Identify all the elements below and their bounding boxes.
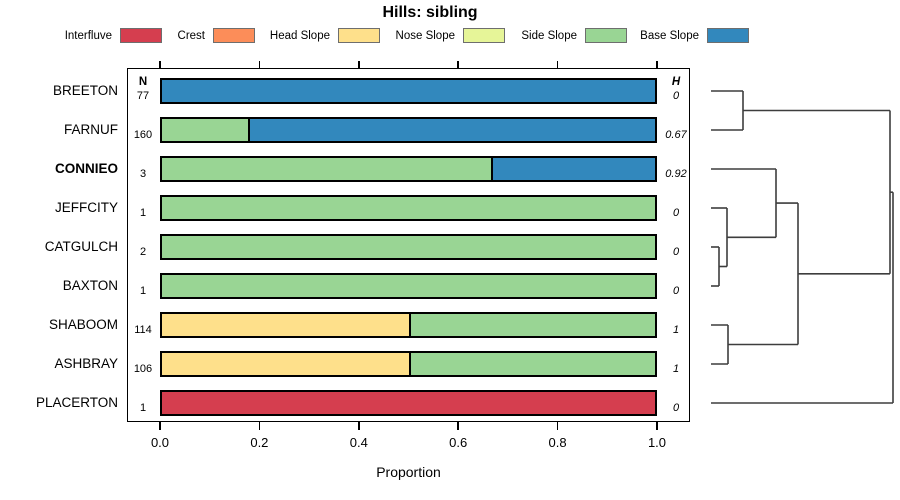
legend-swatch <box>120 28 162 43</box>
axis-tick <box>656 422 658 430</box>
axis-tick <box>457 422 459 430</box>
row-n-value: 160 <box>133 129 153 141</box>
bar-segment <box>408 353 655 375</box>
row-h-value: 0 <box>672 402 680 414</box>
row-h-value: 1 <box>672 324 680 336</box>
row-label: CATGULCH <box>44 239 118 254</box>
legend-swatch <box>585 28 627 43</box>
bar-segment <box>162 236 655 258</box>
legend-item: Base Slope <box>587 27 749 44</box>
h-column-header: H <box>671 76 681 88</box>
axis-tick <box>457 61 459 69</box>
bar-segment <box>162 392 655 414</box>
row-n-value: 3 <box>139 168 147 180</box>
row-h-value: 0.67 <box>665 129 687 141</box>
row-label: FARNUF <box>64 122 118 137</box>
legend-item: Side Slope <box>465 27 627 44</box>
row-h-value: 0.92 <box>665 168 687 180</box>
legend-label: Head Slope <box>269 29 330 42</box>
chart-title: Hills: sibling <box>382 4 478 21</box>
stacked-bar <box>160 312 657 338</box>
row-label: SHABOOM <box>48 317 118 332</box>
row-h-value: 1 <box>672 363 680 375</box>
legend-swatch <box>213 28 255 43</box>
axis-tick-label: 0.2 <box>250 435 269 450</box>
axis-tick <box>159 61 161 69</box>
bar-segment <box>408 314 655 336</box>
stacked-bar <box>160 117 657 143</box>
row-n-value: 2 <box>139 246 147 258</box>
stacked-bar <box>160 234 657 260</box>
legend-swatch <box>463 28 505 43</box>
row-n-value: 106 <box>133 363 153 375</box>
bar-segment <box>162 353 409 375</box>
row-n-value: 1 <box>139 285 147 297</box>
legend-label: Interfluve <box>64 29 112 42</box>
row-n-value: 1 <box>139 402 147 414</box>
legend-swatch <box>707 28 749 43</box>
axis-tick-label: 1.0 <box>647 435 667 450</box>
legend-label: Crest <box>177 29 205 42</box>
axis-tick <box>258 422 261 430</box>
row-label: BREETON <box>52 83 118 98</box>
bar-segment <box>162 80 655 102</box>
bar-segment <box>162 158 491 180</box>
bar-segment <box>162 197 655 219</box>
row-label: BAXTON <box>62 278 118 293</box>
x-axis-title: Proportion <box>376 464 441 480</box>
axis-tick <box>556 61 559 69</box>
stacked-bar <box>160 195 657 221</box>
row-h-value: 0 <box>672 246 680 258</box>
bar-segment <box>162 314 409 336</box>
axis-tick-label: 0.4 <box>349 435 368 450</box>
stacked-bar <box>160 78 657 104</box>
bar-segment <box>490 158 655 180</box>
stacked-bar <box>160 156 657 182</box>
legend-item: Head Slope <box>218 27 380 44</box>
stacked-bar <box>160 351 657 377</box>
stacked-bar <box>160 390 657 416</box>
row-n-value: 77 <box>136 90 150 102</box>
bar-segment <box>162 275 655 297</box>
axis-tick <box>358 61 360 69</box>
legend-label: Side Slope <box>521 29 577 42</box>
legend-label: Base Slope <box>640 29 699 42</box>
row-h-value: 0 <box>672 90 680 102</box>
legend-label: Nose Slope <box>395 29 455 42</box>
axis-tick <box>556 422 559 430</box>
legend-item: Interfluve <box>0 27 162 44</box>
row-label: CONNIEO <box>54 161 118 176</box>
row-label: JEFFCITY <box>55 200 118 215</box>
axis-tick <box>159 422 161 430</box>
plot-area-border <box>127 68 690 422</box>
n-column-header: N <box>138 76 148 88</box>
axis-tick-label: 0.0 <box>150 435 170 450</box>
row-n-value: 1 <box>139 207 147 219</box>
bar-segment <box>248 119 655 141</box>
legend-swatch <box>338 28 380 43</box>
row-h-value: 0 <box>672 285 680 297</box>
bar-segment <box>162 119 249 141</box>
row-label: ASHBRAY <box>54 356 118 371</box>
legend-item: Crest <box>93 27 255 44</box>
axis-tick-label: 0.6 <box>449 435 468 450</box>
axis-tick <box>258 61 261 69</box>
axis-tick <box>358 422 360 430</box>
stacked-bar <box>160 273 657 299</box>
axis-tick <box>656 61 658 69</box>
row-n-value: 114 <box>134 324 152 336</box>
row-h-value: 0 <box>672 207 680 219</box>
row-label: PLACERTON <box>35 395 118 410</box>
legend-item: Nose Slope <box>343 27 505 44</box>
axis-tick-label: 0.8 <box>548 435 567 450</box>
